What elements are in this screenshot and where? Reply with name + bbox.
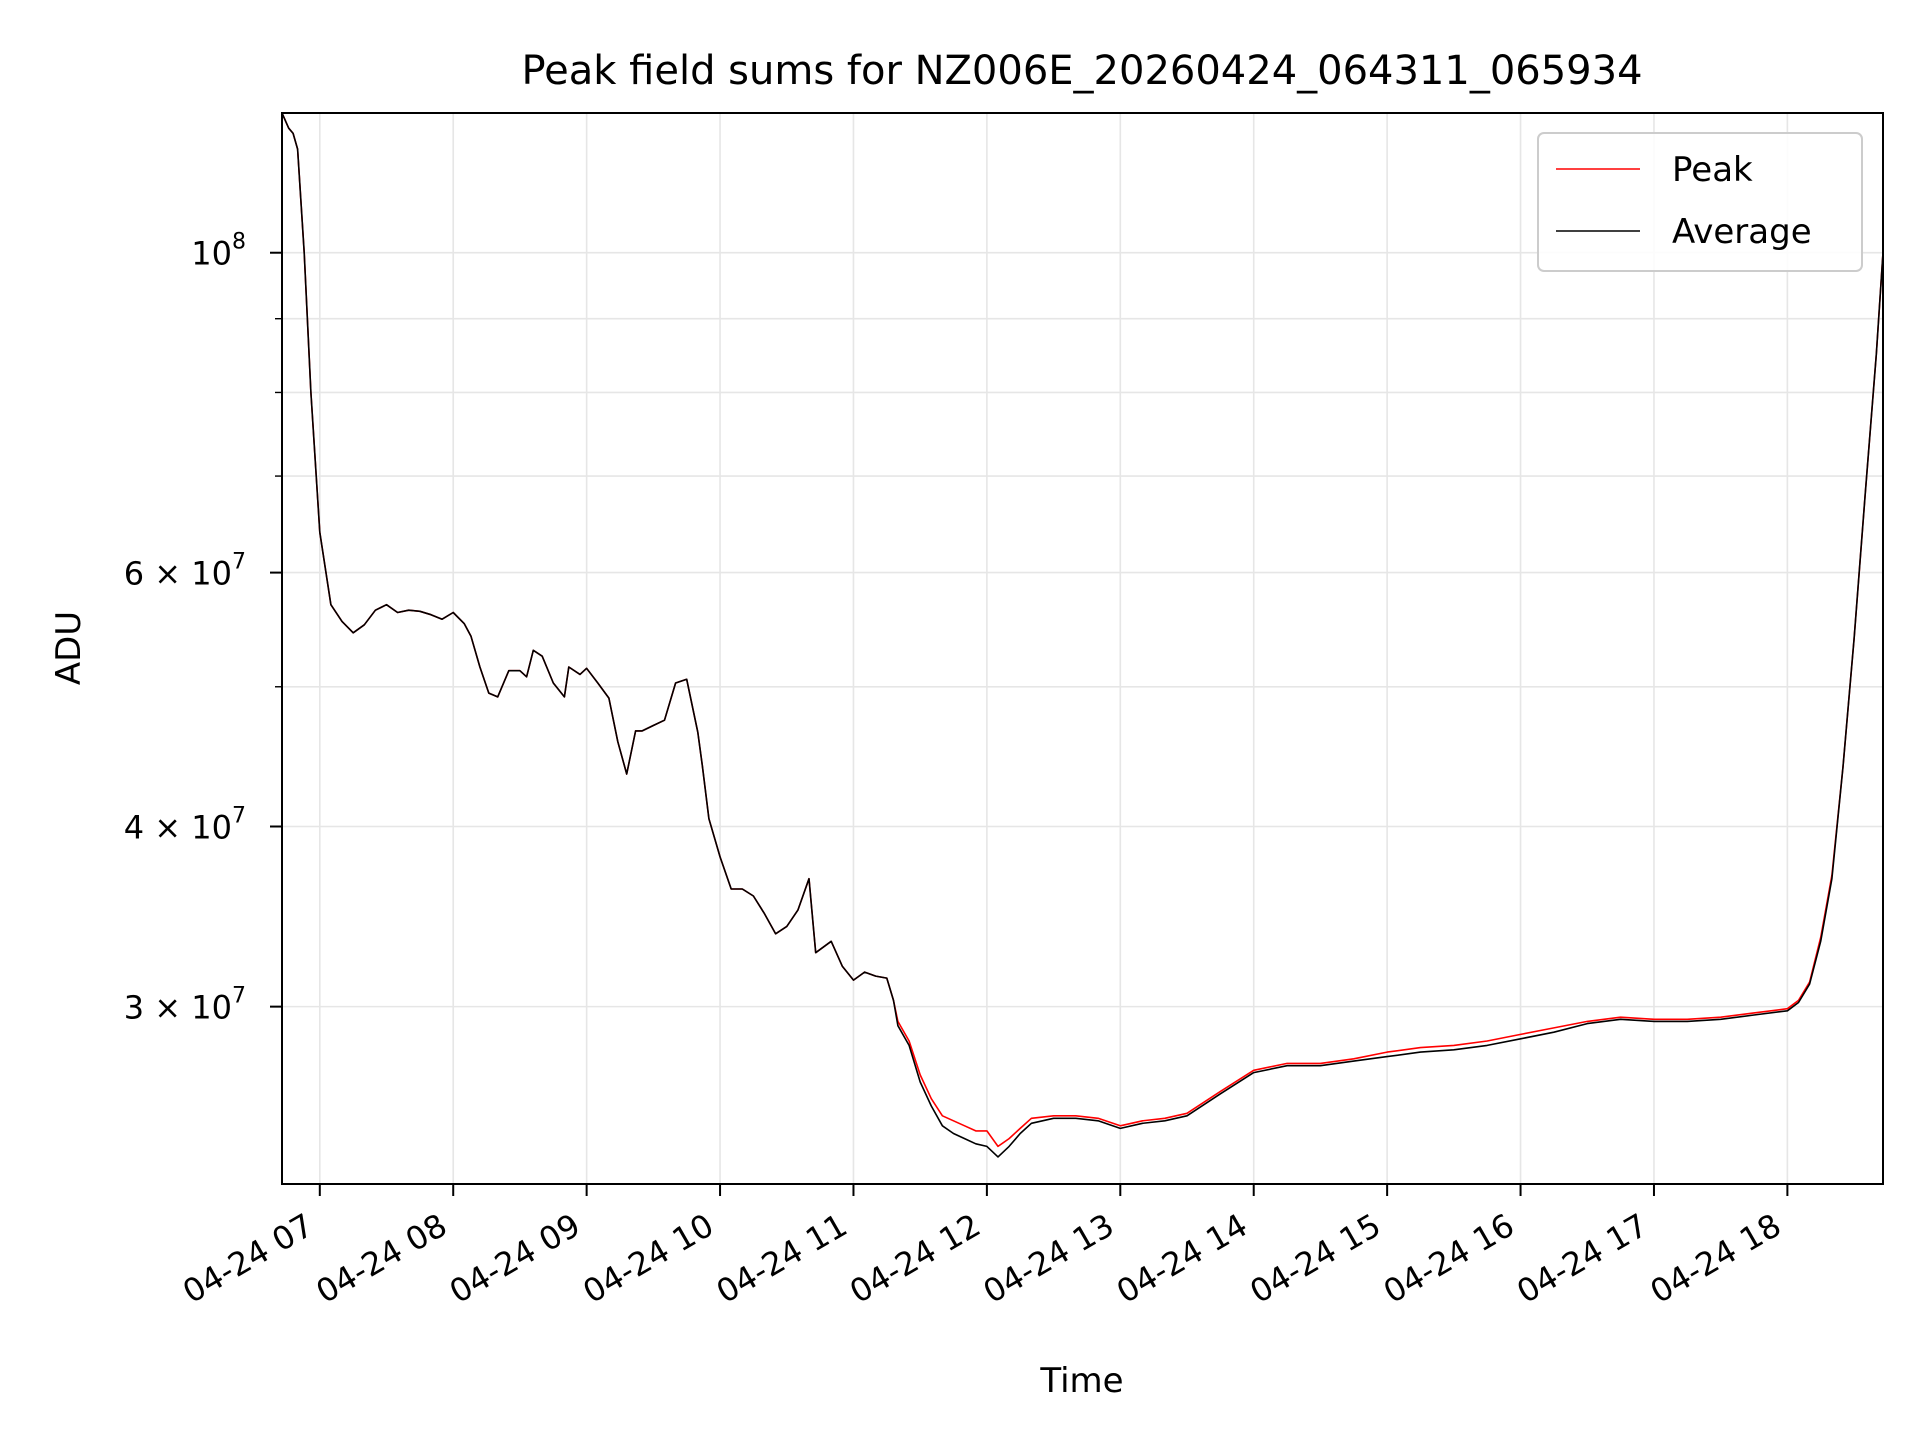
y-tick-base: 4 × 10 <box>124 808 232 846</box>
y-tick-exponent: 7 <box>232 803 246 828</box>
y-tick-base: 3 × 10 <box>124 989 232 1027</box>
legend-label-peak: Peak <box>1672 150 1753 190</box>
chart-title: Peak field sums for NZ006E_20260424_0643… <box>521 48 1642 94</box>
series-line-average <box>282 113 1883 1158</box>
series-layer <box>282 113 1883 1158</box>
y-tick-exponent: 7 <box>232 550 246 575</box>
y-tick-base: 10 <box>191 235 232 273</box>
y-tick-label: 6 × 107 <box>124 550 246 593</box>
legend: Peak Average <box>1537 132 1863 272</box>
y-tick-label: 3 × 107 <box>124 984 246 1027</box>
legend-box <box>1537 132 1863 272</box>
plot-frame <box>281 112 1884 1185</box>
y-tick-label: 108 <box>191 230 246 273</box>
plot-area <box>282 113 1883 1158</box>
y-tick-exponent: 7 <box>232 984 246 1009</box>
y-tick-label: 4 × 107 <box>124 803 246 846</box>
legend-label-average: Average <box>1672 212 1812 252</box>
grid-lines <box>282 113 1883 1184</box>
y-tick-exponent: 8 <box>232 230 246 255</box>
x-axis-label: Time <box>1039 1361 1123 1401</box>
y-axis-label: ADU <box>49 611 89 685</box>
y-tick-base: 6 × 10 <box>124 555 232 593</box>
